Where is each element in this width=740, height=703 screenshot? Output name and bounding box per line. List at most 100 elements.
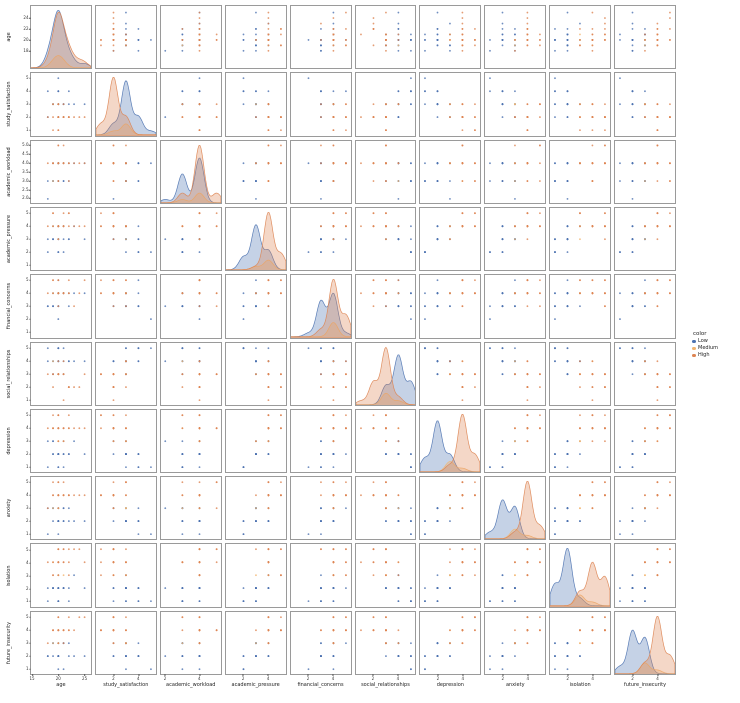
data-point	[436, 44, 439, 47]
data-point	[344, 372, 347, 375]
data-point	[198, 507, 201, 510]
x-axis-label-anxiety: anxiety	[505, 682, 525, 688]
data-point	[644, 520, 646, 523]
data-point	[449, 561, 452, 564]
data-point	[124, 507, 127, 510]
data-point	[604, 225, 607, 228]
scatter-plot	[242, 11, 282, 52]
data-point	[554, 90, 557, 93]
data-point	[78, 292, 81, 295]
data-point	[46, 561, 49, 564]
data-point	[566, 225, 569, 228]
data-point	[631, 346, 634, 349]
data-point	[344, 615, 347, 618]
scatter-plot	[554, 212, 607, 253]
data-point	[501, 292, 504, 295]
data-point	[409, 292, 412, 295]
data-point	[409, 161, 412, 164]
data-point	[46, 359, 49, 362]
data-point	[124, 179, 127, 182]
data-point	[57, 641, 60, 644]
data-point	[566, 305, 569, 308]
data-point	[307, 533, 309, 536]
scatter-plot	[489, 212, 542, 253]
data-point	[46, 641, 49, 644]
scatter-plot	[164, 77, 218, 132]
data-point	[566, 654, 569, 657]
data-point	[332, 641, 334, 644]
data-point	[436, 90, 439, 93]
data-point	[489, 38, 492, 41]
data-point	[501, 574, 504, 577]
data-point	[372, 481, 374, 484]
data-point	[449, 641, 452, 644]
data-point	[307, 600, 309, 603]
data-point	[78, 116, 81, 119]
data-point	[332, 251, 334, 253]
data-point	[279, 292, 282, 295]
data-point	[267, 520, 269, 523]
scatter-study_satisfaction-vs-social_relationships	[354, 72, 417, 137]
data-point	[409, 520, 412, 523]
scatter-plot	[619, 212, 671, 253]
data-point	[372, 225, 374, 228]
data-point	[124, 440, 127, 442]
y-tick-label: 4.5	[22, 150, 29, 156]
data-point	[384, 33, 387, 36]
data-point	[449, 161, 452, 164]
data-point	[461, 641, 464, 644]
data-point	[501, 654, 504, 657]
data-point	[73, 520, 75, 523]
data-point	[631, 440, 634, 442]
x-tick-label: 2	[501, 675, 505, 681]
data-point	[112, 600, 115, 603]
data-point	[198, 548, 201, 551]
data-point	[112, 225, 115, 228]
kde-plot	[290, 275, 351, 338]
data-point	[319, 27, 322, 30]
data-point	[67, 116, 70, 119]
data-point	[57, 520, 60, 523]
data-point	[124, 561, 127, 564]
data-point	[619, 38, 621, 41]
x-tick-label: 20	[55, 675, 61, 681]
data-point	[254, 548, 257, 551]
data-point	[52, 212, 54, 214]
scatter-anxiety-vs-depression	[419, 476, 482, 541]
data-point	[461, 359, 464, 362]
data-point	[124, 520, 127, 523]
data-point	[112, 548, 115, 551]
data-point	[254, 90, 257, 93]
data-point	[198, 414, 201, 416]
data-point	[566, 641, 569, 644]
data-point	[198, 667, 201, 670]
data-point	[372, 212, 374, 214]
scatter-plot	[307, 615, 347, 670]
data-point	[124, 615, 127, 618]
data-point	[52, 225, 54, 228]
data-point	[124, 574, 127, 577]
data-point	[591, 44, 594, 47]
data-point	[619, 103, 621, 106]
data-point	[384, 129, 387, 132]
data-point	[669, 179, 671, 182]
data-point	[604, 212, 607, 214]
data-point	[319, 641, 322, 644]
scatter-plot	[46, 144, 86, 200]
data-point	[57, 372, 60, 375]
data-point	[489, 600, 492, 603]
data-point	[566, 507, 569, 510]
data-point	[384, 427, 387, 429]
data-point	[372, 27, 374, 30]
data-point	[83, 238, 86, 240]
data-point	[619, 600, 621, 603]
data-point	[656, 116, 659, 119]
data-point	[52, 305, 54, 308]
data-point	[604, 27, 607, 30]
data-point	[198, 359, 201, 362]
data-point	[501, 38, 504, 41]
data-point	[359, 116, 362, 119]
data-point	[526, 27, 529, 30]
data-point	[267, 548, 269, 551]
data-point	[539, 212, 542, 214]
